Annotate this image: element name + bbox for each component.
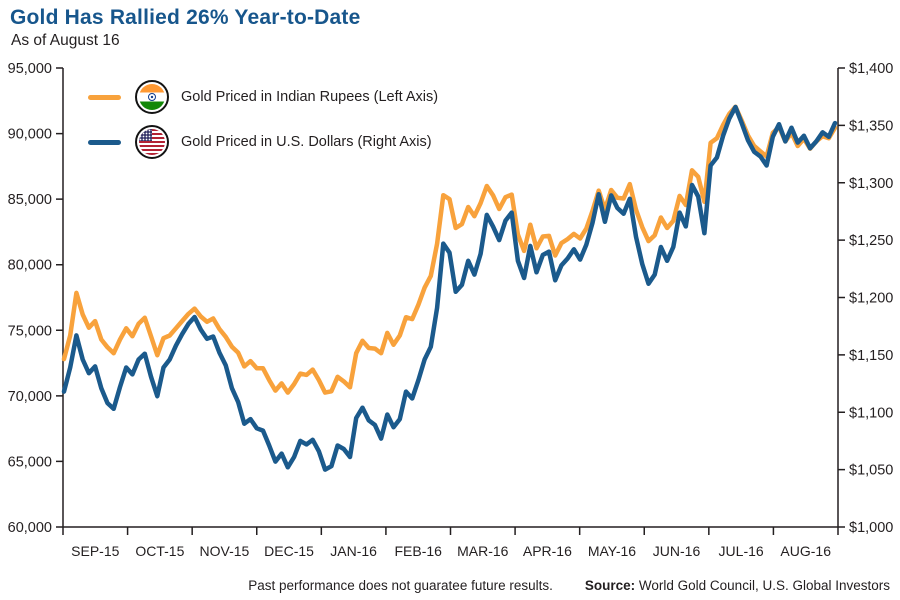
legend: Gold Priced in Indian Rupees (Left Axis)… xyxy=(88,79,438,160)
left-axis-tick-label: 85,000 xyxy=(8,192,52,208)
india-flag-bands xyxy=(139,84,165,110)
axes xyxy=(56,67,845,535)
x-axis-month-label: MAR-16 xyxy=(457,543,509,559)
x-axis-month-label: AUG-16 xyxy=(780,543,831,559)
us-flag-canton xyxy=(139,129,152,141)
left-axis-tick-label: 95,000 xyxy=(8,61,52,77)
x-axis-month-label: JUL-16 xyxy=(719,543,764,559)
legend-label-usd: Gold Priced in U.S. Dollars (Right Axis) xyxy=(181,134,432,150)
india-flag-icon xyxy=(135,80,169,114)
x-axis-month-label: JUN-16 xyxy=(653,543,701,559)
x-axis-month-label: NOV-15 xyxy=(200,543,250,559)
us-flag-icon xyxy=(135,125,169,159)
right-axis-tick-label: $1,400 xyxy=(849,61,893,77)
x-axis-month-label: SEP-15 xyxy=(71,543,119,559)
chart-title: Gold Has Rallied 26% Year-to-Date xyxy=(10,6,361,29)
source-text: World Gold Council, U.S. Global Investor… xyxy=(635,578,890,593)
left-axis-tick-label: 75,000 xyxy=(8,323,52,339)
right-axis-tick-label: $1,350 xyxy=(849,118,893,134)
left-axis-tick-label: 90,000 xyxy=(8,127,52,143)
x-axis-month-label: MAY-16 xyxy=(588,543,636,559)
x-axis-month-label: OCT-15 xyxy=(135,543,184,559)
usd-line-swatch xyxy=(88,139,121,145)
right-axis-tick-label: $1,250 xyxy=(849,233,893,249)
usd-gold-line xyxy=(61,104,838,472)
disclaimer-text: Past performance does not guaratee futur… xyxy=(248,578,553,593)
left-axis-tick-label: 80,000 xyxy=(8,258,52,274)
source-line: Source: World Gold Council, U.S. Global … xyxy=(585,578,890,593)
inr-line-swatch xyxy=(88,94,121,100)
x-axis-month-label: APR-16 xyxy=(523,543,572,559)
left-axis-tick-label: 65,000 xyxy=(8,454,52,470)
right-axis-tick-label: $1,000 xyxy=(849,520,893,536)
ashoka-chakra-icon xyxy=(148,93,156,101)
right-axis-tick-label: $1,150 xyxy=(849,348,893,364)
source-label: Source: xyxy=(584,578,636,593)
x-axis-month-label: FEB-16 xyxy=(394,543,442,559)
left-axis-tick-label: 60,000 xyxy=(8,520,52,536)
right-axis-tick-label: $1,050 xyxy=(849,463,893,479)
legend-item-inr: Gold Priced in Indian Rupees (Left Axis) xyxy=(88,79,438,115)
chart-subtitle: As of August 16 xyxy=(11,32,120,49)
right-axis-tick-label: $1,300 xyxy=(849,176,893,192)
right-axis-tick-label: $1,200 xyxy=(849,291,893,307)
left-axis-tick-label: 70,000 xyxy=(8,389,52,405)
x-axis-month-label: JAN-16 xyxy=(330,543,377,559)
inr-gold-line xyxy=(61,104,838,395)
legend-item-usd: Gold Priced in U.S. Dollars (Right Axis) xyxy=(88,124,438,160)
legend-label-inr: Gold Priced in Indian Rupees (Left Axis) xyxy=(181,89,439,105)
right-axis-tick-label: $1,100 xyxy=(849,405,893,421)
x-axis-month-label: DEC-15 xyxy=(264,543,314,559)
us-flag-stripes xyxy=(139,129,165,155)
footer: Past performance does not guaratee futur… xyxy=(248,578,890,593)
